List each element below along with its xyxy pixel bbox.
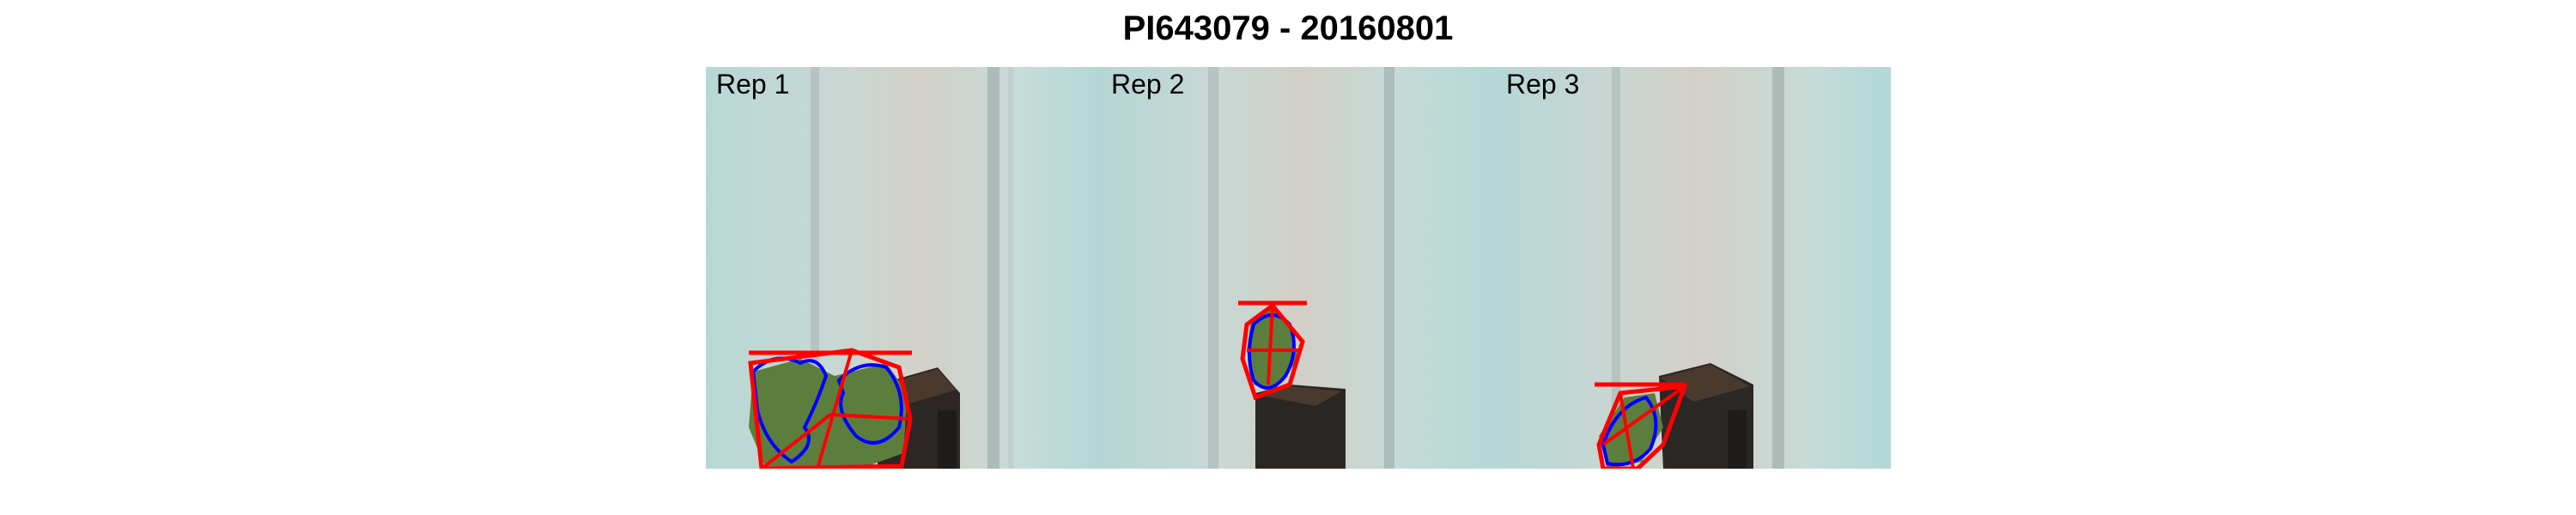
rep-2-label: Rep 2 xyxy=(1111,69,1185,100)
rep-3-image xyxy=(1496,67,1891,469)
rep-3-label: Rep 3 xyxy=(1506,69,1580,100)
rep-1-image xyxy=(706,67,1101,469)
rep-2-panel: Rep 2 xyxy=(1101,67,1496,469)
rep-1-panel: Rep 1 xyxy=(706,67,1101,469)
rep-1-label: Rep 1 xyxy=(716,69,790,100)
figure-title: PI643079 - 20160801 xyxy=(1122,9,1454,47)
rep-3-panel: Rep 3 xyxy=(1496,67,1891,469)
rep-2-image xyxy=(1101,67,1496,469)
